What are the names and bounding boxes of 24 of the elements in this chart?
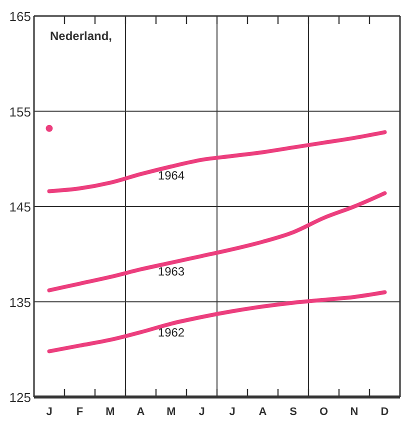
line-series	[47, 191, 387, 292]
y-tick-label: 155	[9, 104, 31, 120]
line-series	[47, 290, 387, 354]
x-tick-label: M	[166, 406, 176, 418]
x-tick-label: F	[76, 406, 84, 418]
y-tick-label: 125	[9, 390, 31, 405]
x-tick-label: J	[46, 406, 52, 418]
x-tick-label: A	[258, 406, 267, 418]
text: Nederland,	[50, 29, 112, 43]
x-tick-label: S	[290, 406, 297, 418]
series-label: 1963	[158, 264, 185, 279]
line-series	[47, 130, 387, 194]
x-tick-label: J	[229, 406, 236, 418]
y-tick-label: 145	[9, 200, 31, 214]
x-tick-label: N	[350, 406, 358, 418]
x-tick-label: O	[319, 406, 328, 418]
x-tick-label: J	[198, 406, 205, 418]
series-label: 1962	[158, 326, 185, 340]
y-tick-label: 135	[9, 294, 31, 310]
x-tick-label: A	[136, 406, 145, 418]
x-tick-label: M	[106, 406, 115, 418]
x-tick-label: D	[380, 406, 389, 418]
y-tick-label: 165	[9, 9, 31, 24]
series-label: 1964	[158, 168, 185, 182]
